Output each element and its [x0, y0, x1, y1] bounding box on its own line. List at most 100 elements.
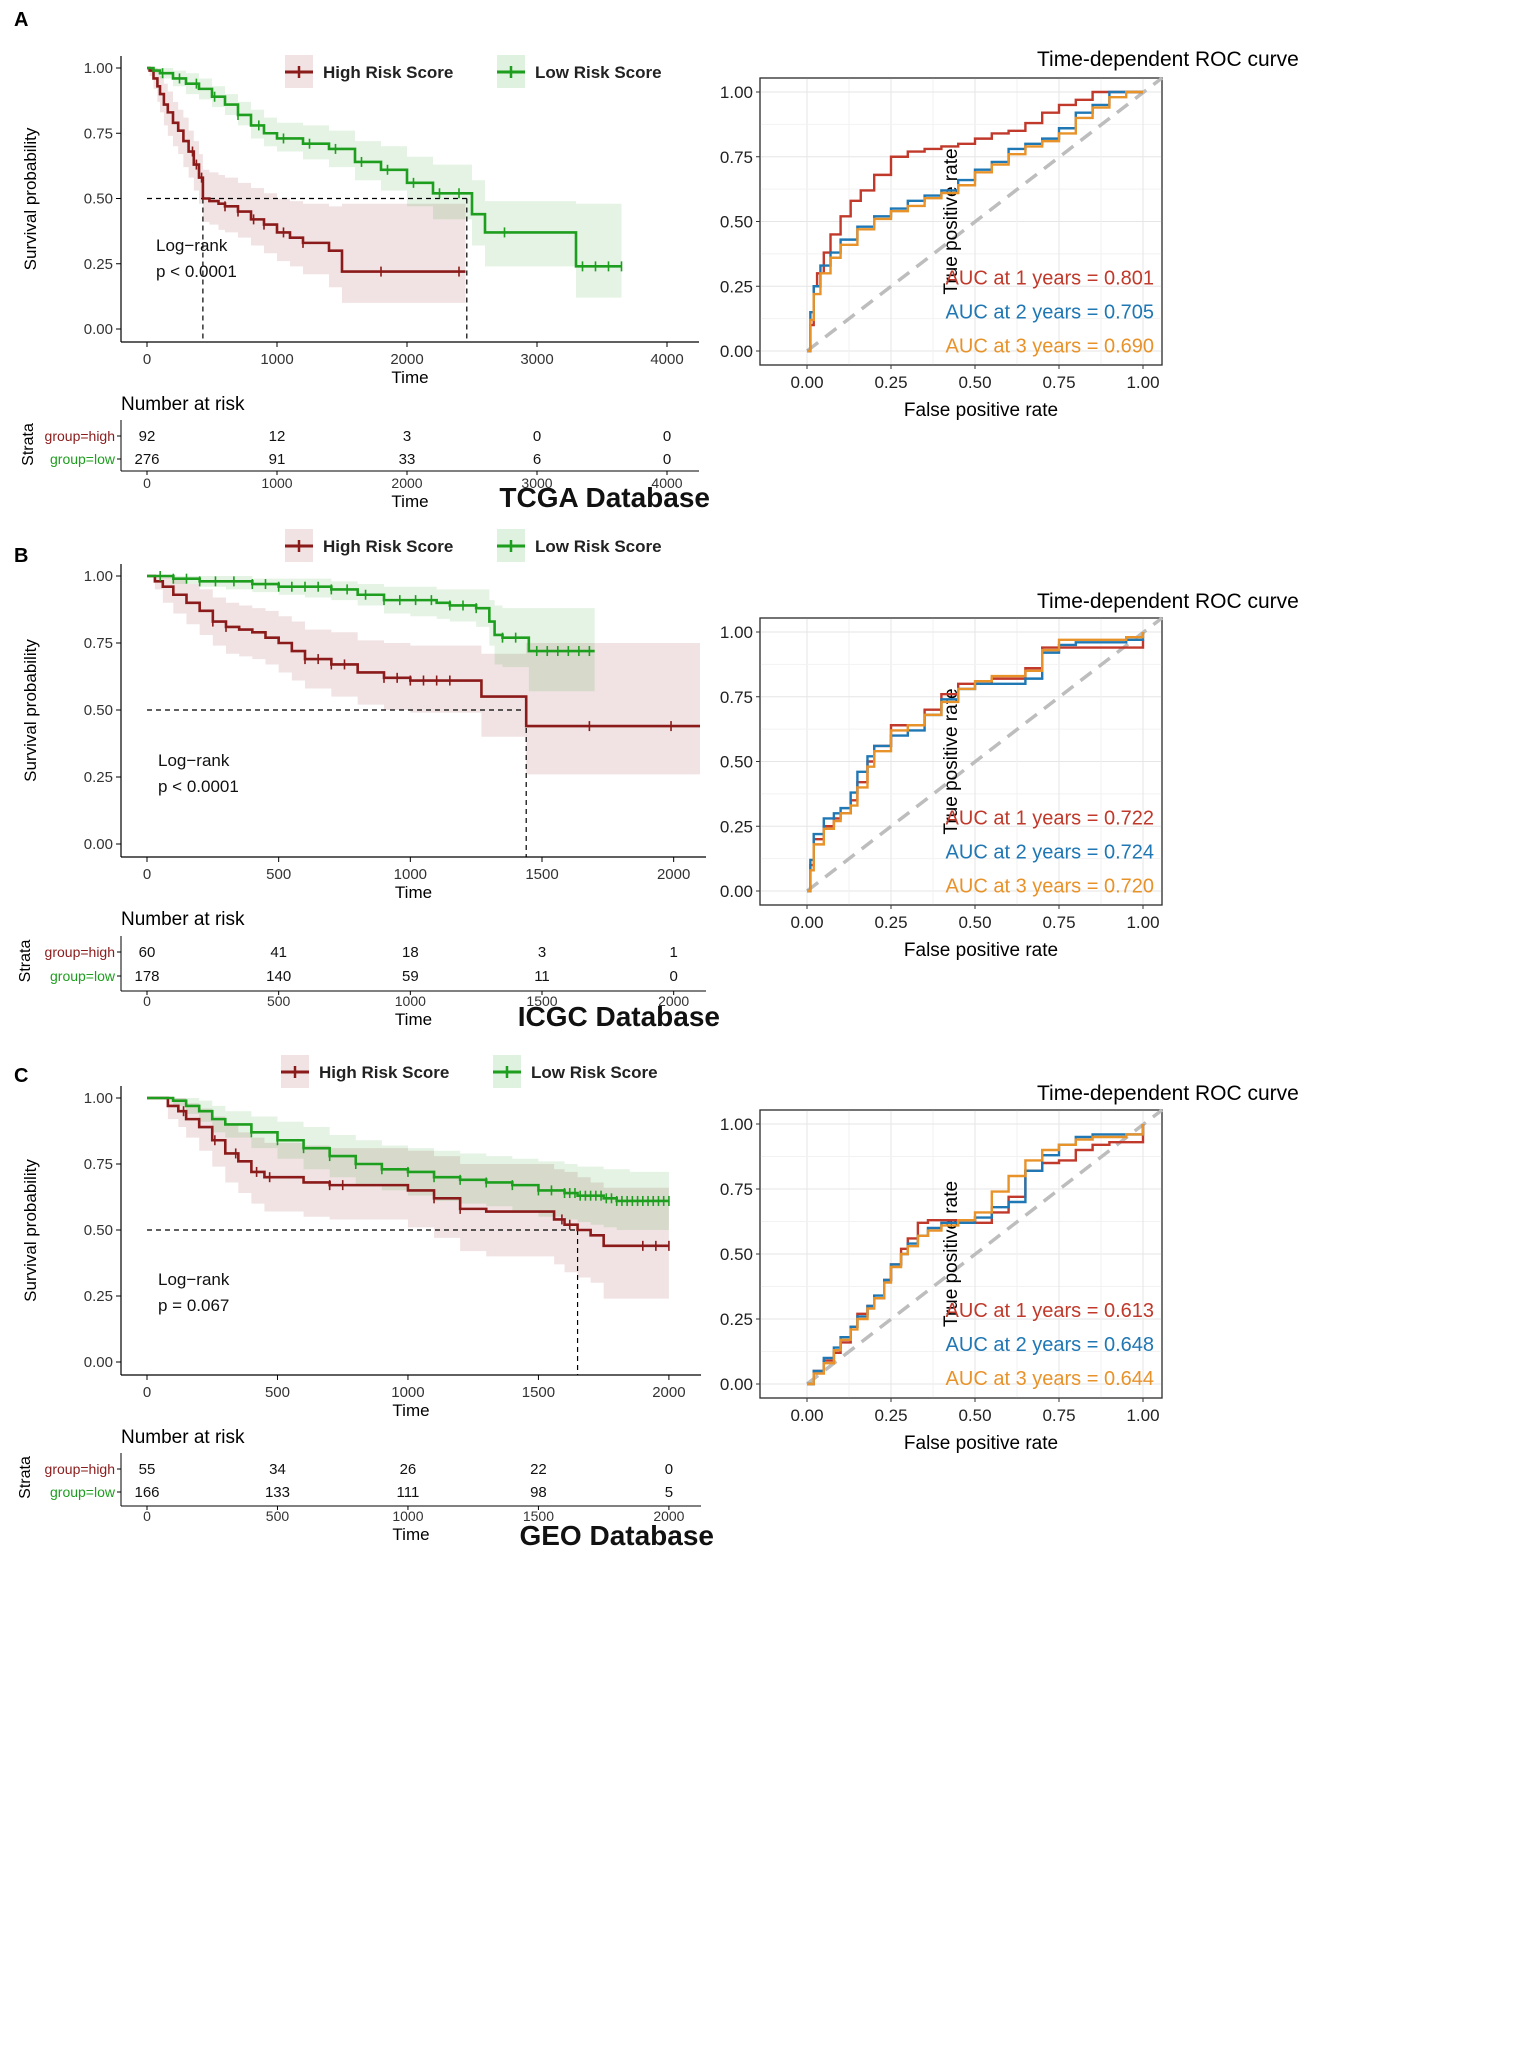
- risk-cell: 0: [663, 451, 671, 468]
- risk-cell: 91: [269, 451, 286, 468]
- panel-letter: B: [14, 545, 28, 567]
- km-y-axis-label: Survival probability: [21, 639, 40, 782]
- roc-y-axis-label: True positive rate: [941, 148, 962, 294]
- panel-letter: A: [14, 9, 28, 31]
- km-curve-low: [147, 66, 622, 268]
- risk-cell: 92: [139, 428, 156, 445]
- roc-x-tick-label: 0.75: [1042, 1406, 1075, 1425]
- risk-cell: 98: [530, 1484, 547, 1501]
- km-x-tick-label: 4000: [650, 351, 683, 368]
- risk-x-tick-label: 1000: [392, 1508, 423, 1524]
- roc-x-tick-label: 0.00: [790, 373, 823, 392]
- strata-label: Strata: [17, 1456, 34, 1499]
- km-x-axis-label: Time: [395, 883, 432, 902]
- risk-cell: 26: [400, 1461, 417, 1478]
- roc-title: Time-dependent ROC curve: [1037, 48, 1299, 71]
- km-x-tick-label: 1500: [522, 1384, 555, 1401]
- risk-cell: 0: [533, 428, 541, 445]
- risk-row-label: group=low: [50, 968, 116, 984]
- km-y-tick-label: 1.00: [84, 1090, 113, 1107]
- roc-curve-3-year: [807, 90, 1143, 353]
- risk-cell: 178: [134, 968, 159, 985]
- roc-x-tick-label: 0.75: [1042, 913, 1075, 932]
- roc-y-axis-label: True positive rate: [941, 1181, 962, 1327]
- km-curve-high: [147, 66, 466, 273]
- roc-diagonal: [805, 616, 1164, 893]
- roc-y-tick-label: 1.00: [720, 1115, 753, 1134]
- risk-cell: 3: [538, 944, 546, 961]
- km-x-tick-label: 500: [265, 1384, 290, 1401]
- risk-cell: 3: [403, 428, 411, 445]
- roc-x-axis-label: False positive rate: [904, 1433, 1058, 1454]
- roc-x-tick-label: 0.50: [958, 373, 991, 392]
- risk-cell: 12: [269, 428, 286, 445]
- km-ci-band-low: [147, 1098, 669, 1230]
- roc-auc-label: AUC at 2 years = 0.724: [946, 841, 1154, 863]
- km-y-tick-label: 0.00: [84, 321, 113, 338]
- roc-y-tick-label: 0.75: [720, 688, 753, 707]
- km-x-axis-label: Time: [391, 368, 428, 387]
- roc-auc-label: AUC at 2 years = 0.705: [946, 301, 1154, 323]
- risk-cell: 140: [266, 968, 291, 985]
- roc-y-tick-label: 0.00: [720, 1375, 753, 1394]
- km-x-tick-label: 2000: [390, 351, 423, 368]
- km-y-tick-label: 1.00: [84, 60, 113, 77]
- database-label: ICGC Database: [518, 1001, 720, 1032]
- roc-auc-label: AUC at 3 years = 0.720: [946, 875, 1154, 897]
- roc-auc-label: AUC at 2 years = 0.648: [946, 1334, 1154, 1356]
- km-x-tick-label: 0: [143, 351, 151, 368]
- risk-row-label: group=high: [45, 1461, 115, 1477]
- risk-x-tick-label: 1500: [523, 1508, 554, 1524]
- logrank-pvalue: p < 0.0001: [158, 777, 239, 796]
- risk-cell: 166: [134, 1484, 159, 1501]
- risk-x-axis-label: Time: [391, 492, 428, 511]
- roc-curve-2-year: [807, 632, 1145, 893]
- logrank-pvalue: p = 0.067: [158, 1296, 229, 1315]
- risk-x-tick-label: 500: [267, 993, 291, 1009]
- km-ci-band-high: [147, 68, 466, 303]
- risk-table: Number at risk Strata group=high 92 12 3 0 0 gro…: [20, 394, 699, 511]
- roc-x-axis-label: False positive rate: [904, 400, 1058, 421]
- risk-cell: 276: [134, 451, 159, 468]
- km-y-tick-label: 0.75: [84, 635, 113, 652]
- risk-cell: 133: [265, 1484, 290, 1501]
- km-x-tick-label: 500: [266, 866, 291, 883]
- roc-auc-label: AUC at 1 years = 0.613: [946, 1300, 1154, 1322]
- risk-row-label: group=high: [45, 944, 115, 960]
- strata-label: Strata: [17, 940, 34, 983]
- risk-cell: 6: [533, 451, 541, 468]
- km-curve-high: [147, 1096, 669, 1248]
- database-label: GEO Database: [519, 1520, 714, 1551]
- risk-x-tick-label: 1000: [395, 993, 426, 1009]
- km-plot: 0.00 0.25 0.50 0.75 1.00 0 500 1000 1500 2000 Time…: [21, 529, 706, 902]
- risk-x-tick-label: 2000: [658, 993, 689, 1009]
- km-plot: 0.00 0.25 0.50 0.75 1.00 0 1000 2000 3000 4000 Tim…: [21, 55, 699, 387]
- roc-x-tick-label: 0.00: [790, 1406, 823, 1425]
- roc-y-tick-label: 1.00: [720, 623, 753, 642]
- panel-letter: C: [14, 1065, 28, 1087]
- logrank-pvalue: p < 0.0001: [156, 262, 237, 281]
- panel-c: C 0.00 0.25 0.50 0.75 1.00 0 500 1000 1500 2000 Tim…: [14, 1055, 1299, 1551]
- roc-auc-label: AUC at 3 years = 0.690: [946, 335, 1154, 357]
- legend-label-high: High Risk Score: [323, 537, 453, 556]
- risk-x-axis-label: Time: [392, 1525, 429, 1544]
- km-y-tick-label: 0.25: [84, 256, 113, 273]
- logrank-label: Log−rank: [158, 1270, 230, 1289]
- risk-x-tick-label: 2000: [653, 1508, 684, 1524]
- km-y-tick-label: 0.50: [84, 1222, 113, 1239]
- risk-x-tick-label: 0: [143, 1508, 151, 1524]
- km-plot: 0.00 0.25 0.50 0.75 1.00 0 500 1000 1500 2000 Time…: [21, 1055, 701, 1420]
- legend-label-high: High Risk Score: [323, 63, 453, 82]
- km-x-tick-label: 0: [143, 1384, 151, 1401]
- roc-x-tick-label: 0.50: [958, 1406, 991, 1425]
- panel-b: B0.000.250.500.751.000 500 1000 1500 2000Tim…: [14, 529, 1299, 1032]
- km-y-axis-label: Survival probability: [21, 127, 40, 270]
- logrank-label: Log−rank: [156, 236, 228, 255]
- km-y-tick-label: 0.25: [84, 1288, 113, 1305]
- risk-cell: 1: [669, 944, 677, 961]
- risk-cell: 5: [665, 1484, 673, 1501]
- legend-label-high: High Risk Score: [319, 1063, 449, 1082]
- risk-cell: 22: [530, 1461, 547, 1478]
- roc-x-tick-label: 0.00: [790, 913, 823, 932]
